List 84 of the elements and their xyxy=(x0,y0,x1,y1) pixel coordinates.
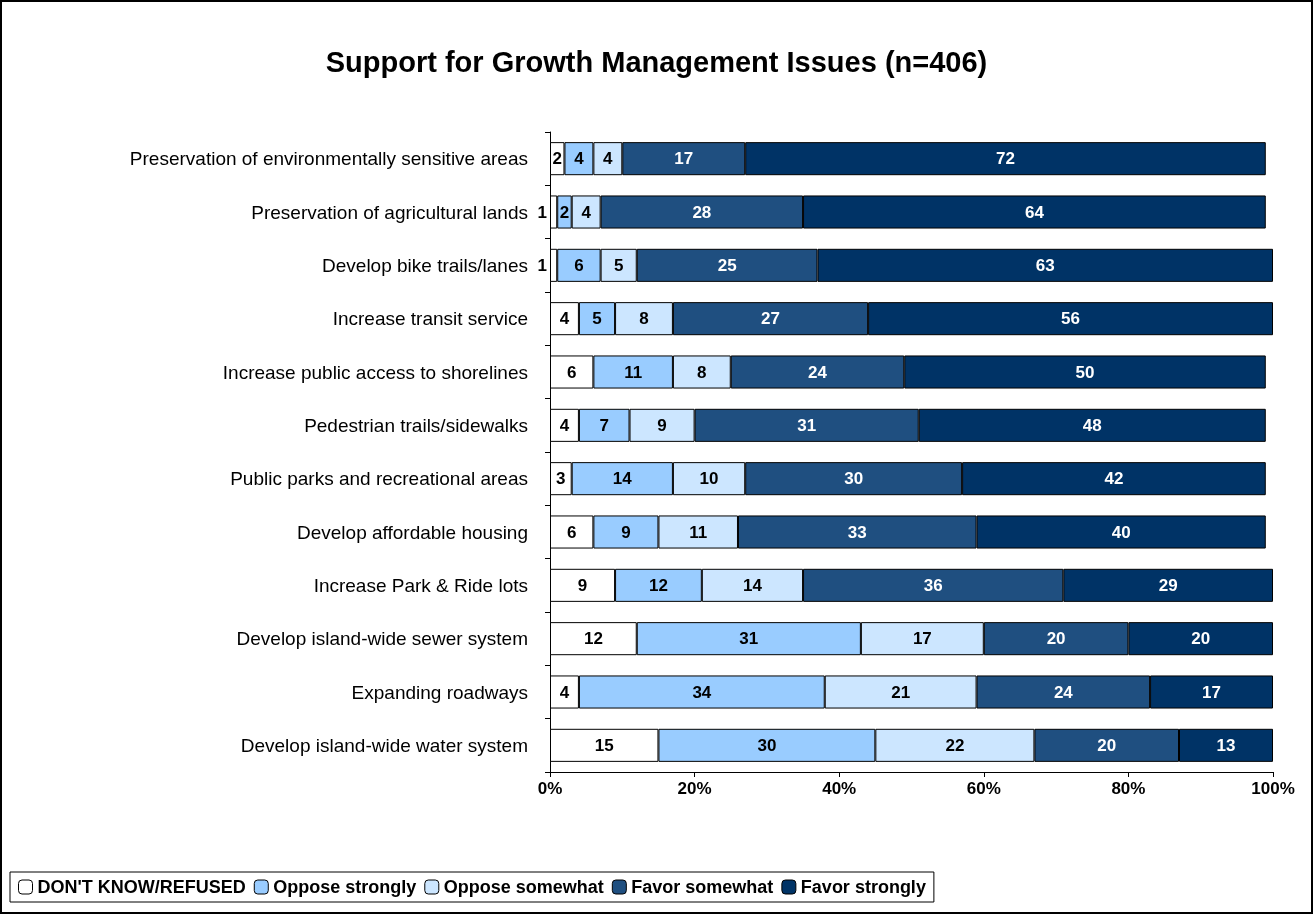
y-tick-label: Increase transit service xyxy=(332,308,528,330)
data-label: 15 xyxy=(594,735,614,755)
x-tick-label: 100% xyxy=(1251,779,1295,798)
data-label: 9 xyxy=(657,415,667,435)
data-label: 1 xyxy=(537,255,547,275)
data-label: 11 xyxy=(689,522,708,542)
data-label: 72 xyxy=(996,149,1015,169)
data-label: 17 xyxy=(912,629,932,649)
y-tick-label: Develop affordable housing xyxy=(297,521,528,543)
x-tick-label: 60% xyxy=(966,779,1001,798)
x-tick-label: 0% xyxy=(537,779,563,798)
data-label: 4 xyxy=(559,309,570,329)
data-label: 50 xyxy=(1075,362,1095,382)
data-label: 9 xyxy=(621,522,631,542)
data-label: 20 xyxy=(1191,629,1211,649)
data-label: 14 xyxy=(742,575,763,595)
y-tick-label: Expanding roadways xyxy=(351,681,528,703)
chart-title: Support for Growth Management Issues (n=406) xyxy=(325,45,988,78)
data-label: 17 xyxy=(1202,682,1222,702)
data-label: 20 xyxy=(1097,735,1117,755)
y-tick-label: Preservation of environmentally sensitive areas xyxy=(129,148,528,170)
data-label: 30 xyxy=(757,735,777,755)
legend-label: Favor strongly xyxy=(800,877,926,897)
data-label: 3 xyxy=(556,469,566,489)
data-label: 24 xyxy=(808,362,828,382)
y-tick-label: Preservation of agricultural lands xyxy=(251,201,528,223)
data-label: 29 xyxy=(1158,575,1178,595)
y-tick-label: Pedestrian trails/sidewalks xyxy=(304,414,528,436)
data-label: 1 xyxy=(537,202,547,222)
legend-label: Favor somewhat xyxy=(631,877,774,897)
data-label: 64 xyxy=(1024,202,1045,222)
data-label: 7 xyxy=(599,415,609,435)
data-label: 4 xyxy=(603,149,614,169)
data-label: 24 xyxy=(1053,682,1074,702)
x-tick-label: 40% xyxy=(822,779,857,798)
y-tick-label: Increase Park & Ride lots xyxy=(313,574,528,596)
data-label: 31 xyxy=(739,629,759,649)
data-label: 56 xyxy=(1061,309,1081,329)
data-label: 31 xyxy=(797,415,817,435)
data-label: 22 xyxy=(945,735,965,755)
data-label: 12 xyxy=(648,575,668,595)
data-label: 2 xyxy=(552,149,562,169)
data-label: 25 xyxy=(717,255,737,275)
data-label: 28 xyxy=(692,202,712,222)
data-label: 6 xyxy=(574,255,584,275)
data-label: 5 xyxy=(592,309,602,329)
data-label: 4 xyxy=(559,682,570,702)
legend-label: Oppose somewhat xyxy=(443,877,604,897)
data-label: 4 xyxy=(581,202,592,222)
data-label: 2 xyxy=(559,202,570,222)
data-label: 9 xyxy=(577,575,588,595)
legend-label: Oppose strongly xyxy=(273,877,417,897)
data-label: 6 xyxy=(566,362,577,382)
data-label: 63 xyxy=(1035,255,1055,275)
data-label: 20 xyxy=(1046,629,1066,649)
x-tick-label: 20% xyxy=(677,779,712,798)
y-tick-label: Develop island-wide sewer system xyxy=(236,628,528,650)
x-tick-label: 80% xyxy=(1111,779,1146,798)
y-tick-label: Public parks and recreational areas xyxy=(230,468,528,490)
data-label: 5 xyxy=(613,255,624,275)
data-label: 4 xyxy=(559,415,570,435)
data-label: 40 xyxy=(1111,522,1131,542)
data-label: 10 xyxy=(699,469,719,489)
data-label: 12 xyxy=(583,629,603,649)
data-label: 36 xyxy=(923,575,943,595)
data-label: 13 xyxy=(1216,735,1236,755)
data-label: 48 xyxy=(1082,415,1102,435)
data-label: 27 xyxy=(761,309,780,329)
y-tick-label: Develop island-wide water system xyxy=(240,734,528,756)
y-tick-label: Develop bike trails/lanes xyxy=(322,254,528,276)
data-label: 4 xyxy=(574,149,585,169)
data-label: 21 xyxy=(891,682,911,702)
data-label: 30 xyxy=(844,469,864,489)
data-label: 14 xyxy=(612,469,633,489)
data-label: 11 xyxy=(624,362,643,382)
data-label: 33 xyxy=(847,522,867,542)
data-label: 6 xyxy=(566,522,577,542)
data-label: 17 xyxy=(674,149,694,169)
data-label: 8 xyxy=(639,309,649,329)
legend-label: DON'T KNOW/REFUSED xyxy=(37,877,246,897)
data-label: 34 xyxy=(692,682,712,702)
data-label: 42 xyxy=(1104,469,1124,489)
y-tick-label: Increase public access to shorelines xyxy=(222,361,528,383)
data-label: 8 xyxy=(697,362,707,382)
